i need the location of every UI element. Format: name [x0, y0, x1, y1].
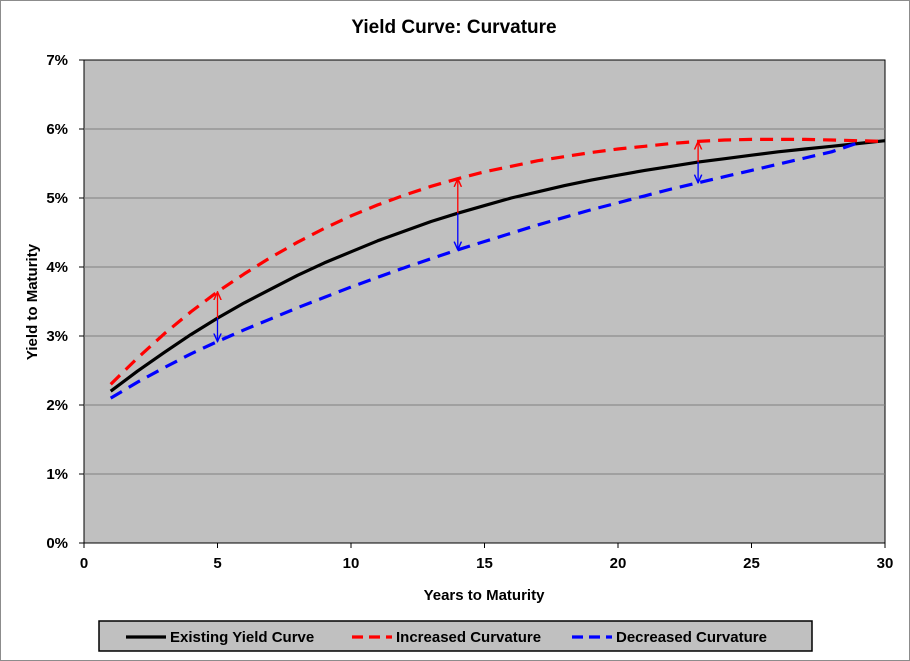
- x-axis-label: Years to Maturity: [424, 587, 546, 604]
- y-tick-label: 3%: [46, 328, 68, 345]
- chart-title: Yield Curve: Curvature: [351, 17, 556, 38]
- change-arrows: [218, 141, 699, 341]
- x-tick-label: 15: [476, 555, 493, 572]
- x-tick-label: 0: [80, 555, 88, 572]
- legend-box: [98, 620, 813, 652]
- legend-label-existing-yield-curve: Existing Yield Curve: [170, 629, 314, 646]
- x-tick-label: 20: [610, 555, 627, 572]
- series-line-existing-yield-curve: [109, 139, 886, 393]
- y-tick-label: 4%: [46, 259, 68, 276]
- series-line-decreased-curvature: [109, 141, 859, 400]
- x-axis-ticks: 0 5 10 15 20 25 30: [80, 543, 894, 572]
- y-tick-label: 1%: [46, 466, 68, 483]
- y-axis-ticks: 0% 1% 2% 3% 4% 5% 6% 7%: [46, 52, 84, 552]
- y-tick-label: 6%: [46, 121, 68, 138]
- y-tick-label: 0%: [46, 535, 68, 552]
- y-tick-label: 7%: [46, 52, 68, 69]
- series-line-increased-curvature: [109, 137, 886, 386]
- legend-label-increased-curvature: Increased Curvature: [396, 629, 541, 646]
- y-tick-label: 5%: [46, 190, 68, 207]
- x-tick-label: 25: [743, 555, 760, 572]
- plot-area: [83, 59, 886, 544]
- x-tick-label: 10: [343, 555, 360, 572]
- y-tick-label: 2%: [46, 397, 68, 414]
- legend-label-decreased-curvature: Decreased Curvature: [616, 629, 767, 646]
- x-tick-label: 5: [213, 555, 221, 572]
- legend: Existing Yield Curve Increased Curvature D…: [126, 629, 767, 646]
- y-axis-label: Yield to Maturity: [24, 243, 41, 360]
- x-tick-label: 30: [877, 555, 894, 572]
- series-lines: [109, 137, 886, 400]
